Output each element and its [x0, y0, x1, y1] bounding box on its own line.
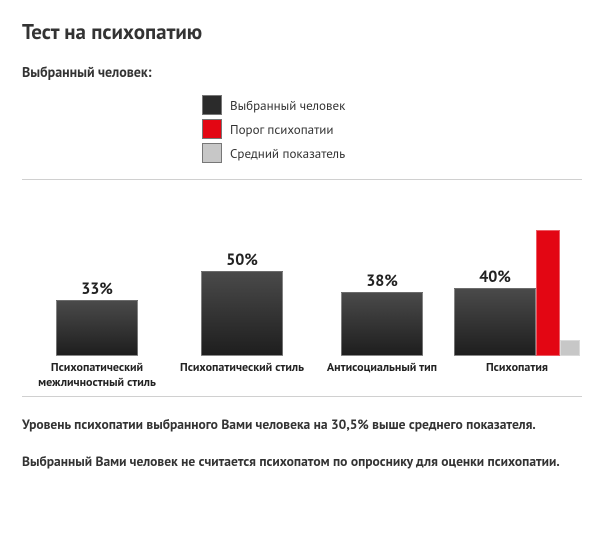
bar-threshold: [536, 230, 560, 356]
bar-value-label: 40%: [455, 267, 535, 287]
legend-swatch: [202, 119, 222, 139]
legend-item: Выбранный человек: [202, 95, 582, 115]
bar-value-label: 50%: [202, 250, 282, 270]
x-axis-label: Психопатия: [452, 360, 582, 390]
summary-line-2: Выбранный Вами человек не считается псих…: [22, 452, 582, 471]
bar-chart: 33% 50% 38% 40%: [22, 186, 582, 356]
x-axis-label: Психопатический стиль: [172, 360, 312, 390]
legend-item: Средний показатель: [202, 143, 582, 163]
bar-selected: 40%: [454, 288, 536, 356]
bar-selected: 50%: [201, 271, 283, 356]
x-axis-label: Антисоциальный тип: [312, 360, 452, 390]
chart-area: 33% 50% 38% 40% Психопатический межличностн…: [22, 179, 582, 397]
subtitle: Выбранный человек:: [22, 63, 582, 81]
bar-group: 40%: [452, 230, 582, 356]
legend-label: Порог психопатии: [230, 121, 333, 138]
legend-label: Средний показатель: [230, 145, 345, 162]
bar-average: [560, 340, 580, 356]
bar-selected: 33%: [56, 300, 138, 356]
legend-swatch: [202, 143, 222, 163]
page-title: Тест на психопатию: [22, 18, 582, 45]
x-axis-labels: Психопатический межличностный стильПсихо…: [22, 356, 582, 396]
legend: Выбранный человек Порог психопатии Средний…: [22, 95, 582, 163]
bar-value-label: 33%: [57, 279, 137, 299]
bar-selected: 38%: [341, 292, 423, 356]
legend-item: Порог психопатии: [202, 119, 582, 139]
x-axis-label: Психопатический межличностный стиль: [22, 360, 172, 390]
legend-swatch: [202, 95, 222, 115]
bar-group: 50%: [172, 271, 312, 356]
bar-group: 38%: [312, 292, 452, 356]
bar-value-label: 38%: [342, 271, 422, 291]
legend-label: Выбранный человек: [230, 97, 345, 114]
bar-group: 33%: [22, 300, 172, 356]
summary-line-1: Уровень психопатии выбранного Вами челов…: [22, 415, 582, 434]
